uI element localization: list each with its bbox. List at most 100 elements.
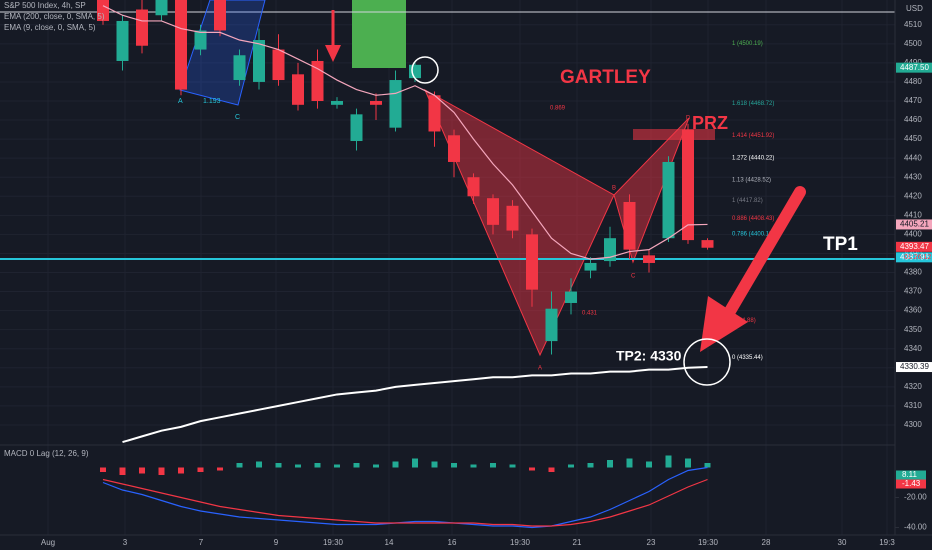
- pattern-label: C: [631, 274, 636, 280]
- candle-body: [292, 74, 304, 105]
- price-badge-label: 4487.50: [900, 63, 929, 72]
- histogram-bar: [451, 463, 457, 468]
- histogram-bar: [704, 463, 711, 468]
- histogram-bar: [568, 464, 574, 468]
- value-badge: [896, 479, 926, 489]
- fib-label: 1.13 (4428.52): [732, 178, 771, 184]
- currency: USD: [906, 4, 923, 13]
- candle-body: [389, 80, 402, 128]
- histogram-bar: [490, 463, 496, 468]
- histogram-bar: [217, 467, 223, 471]
- candle-body: [409, 64, 421, 79]
- value-badge-label: -1.43: [902, 479, 921, 488]
- candle-body: [116, 20, 129, 61]
- candle-body: [272, 49, 285, 81]
- y-tick-label: 4510: [904, 20, 922, 29]
- macd-title: MACD 0 Lag (12, 26, 9): [4, 449, 89, 458]
- x-tick-label: Aug: [41, 538, 55, 547]
- histogram-bar: [587, 463, 594, 468]
- histogram-bar: [178, 467, 184, 474]
- histogram-bar: [529, 467, 535, 471]
- macd-line: [102, 478, 708, 527]
- big-arrow: [720, 186, 806, 324]
- candle-body: [565, 291, 577, 303]
- y-tick-label: -20.00: [904, 493, 927, 502]
- histogram-bar: [412, 458, 418, 468]
- histogram-bar: [236, 463, 243, 468]
- pattern-label: D: [686, 116, 691, 122]
- histogram-bar: [548, 467, 555, 472]
- pattern-ratio: 0.869: [550, 106, 566, 112]
- x-tick-label: 14: [385, 538, 394, 547]
- x-tick-label: 9: [274, 538, 279, 547]
- histogram-bar: [275, 463, 282, 468]
- macd-line: [102, 466, 708, 529]
- countdown: 01:26:12: [904, 254, 931, 261]
- histogram-bar: [626, 458, 633, 468]
- histogram-bar: [646, 461, 652, 468]
- candle-body: [370, 100, 382, 105]
- candle-body: [682, 129, 694, 241]
- grid: [0, 0, 899, 535]
- pattern-label: B: [612, 186, 616, 192]
- pattern-ratio: 1.193: [203, 98, 221, 105]
- y-tick-label: 4420: [904, 191, 922, 200]
- prz-box: [633, 129, 715, 140]
- candle-body: [448, 135, 460, 162]
- price-badge: [896, 362, 932, 373]
- candle-body: [155, 0, 168, 16]
- candle-body: [662, 161, 675, 239]
- candle-body: [136, 9, 148, 46]
- plot: 4300431043204330434043504360437043804390…: [41, 0, 932, 547]
- gartley-xab: [423, 88, 615, 357]
- histogram-bar: [158, 467, 165, 475]
- x-tick-label: 19:30: [510, 538, 531, 547]
- fib-label: 0.886 (4408.43): [732, 216, 774, 222]
- histogram-bar: [256, 461, 262, 468]
- fib-label: 1.272 (4440.22): [732, 155, 774, 161]
- candle-body: [467, 177, 480, 197]
- x-tick-label: 21: [573, 538, 582, 547]
- annotation: GARTLEY: [560, 67, 651, 88]
- histogram-bar: [314, 463, 321, 468]
- candle-body: [175, 0, 187, 90]
- circle-marker: [411, 56, 439, 84]
- fib-label: 1 (4417.82): [732, 198, 763, 204]
- y-tick-label: 4360: [904, 306, 922, 315]
- y-tick-label: 4400: [904, 229, 922, 238]
- price-badge: [896, 252, 932, 263]
- x-tick-label: 16: [448, 538, 457, 547]
- candle-body: [194, 30, 207, 50]
- price-badge-label: 4393.47: [900, 242, 929, 251]
- histogram-bar: [607, 460, 613, 468]
- y-tick-label: 4350: [904, 325, 922, 334]
- value-badge: [896, 470, 926, 480]
- x-tick-label: 19:30: [698, 538, 719, 547]
- x-tick-label: 30: [838, 538, 847, 547]
- histogram-bar: [665, 455, 672, 468]
- circle-marker: [683, 338, 731, 386]
- y-tick-label: 4320: [904, 382, 922, 391]
- candle-body: [331, 100, 343, 105]
- histogram-bar: [685, 458, 691, 468]
- candle-body: [487, 198, 499, 225]
- candle-body: [643, 255, 655, 263]
- x-tick-label: 3: [123, 538, 128, 547]
- fib-label: 1.618 (4468.72): [732, 101, 774, 107]
- y-tick-label: 4490: [904, 58, 922, 67]
- legend-entry: EMA (9, close, 0, SMA, 5): [4, 23, 96, 32]
- y-tick-label: 4410: [904, 210, 922, 219]
- candle-body: [253, 40, 265, 82]
- candle-body: [526, 234, 538, 290]
- candle-body: [428, 95, 441, 132]
- annotation: PRZ: [692, 113, 728, 133]
- pattern-ratio: 0.431: [582, 311, 598, 317]
- candle-body: [506, 205, 519, 231]
- big-arrow-head: [700, 296, 748, 352]
- candle-body: [701, 240, 714, 248]
- candle-body: [97, 0, 109, 21]
- price-badge-label: 4387.96: [900, 252, 929, 261]
- y-tick-label: 4440: [904, 153, 922, 162]
- y-tick-label: 4340: [904, 344, 922, 353]
